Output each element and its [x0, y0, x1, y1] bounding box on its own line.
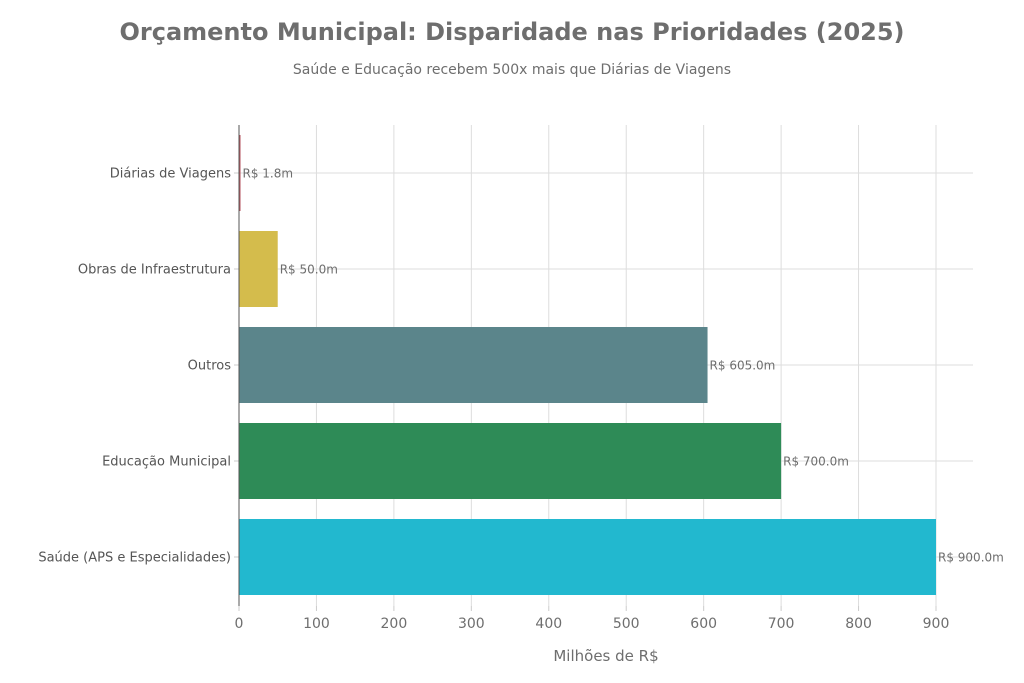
data-label: R$ 50.0m — [280, 263, 338, 277]
x-tick-label: 100 — [303, 616, 330, 632]
x-tick-label: 800 — [845, 616, 872, 632]
data-label: R$ 900.0m — [938, 551, 1004, 565]
bar — [239, 135, 241, 211]
x-tick-label: 0 — [235, 616, 244, 632]
x-tick-label: 200 — [381, 616, 408, 632]
x-tick-label: 900 — [923, 616, 950, 632]
y-tick-label: Diárias de Viagens — [110, 167, 231, 182]
data-label: R$ 700.0m — [783, 455, 849, 469]
x-tick-label: 400 — [535, 616, 562, 632]
x-axis-title: Milhões de R$ — [553, 647, 658, 665]
data-label: R$ 605.0m — [710, 359, 776, 373]
y-tick-label: Obras de Infraestrutura — [78, 263, 231, 278]
chart-subtitle: Saúde e Educação recebem 500x mais que D… — [292, 62, 732, 78]
bar — [239, 423, 782, 499]
y-tick-label: Outros — [188, 359, 232, 374]
x-tick-label: 500 — [613, 616, 640, 632]
y-tick-label: Educação Municipal — [102, 455, 231, 470]
y-tick-label: Saúde (APS e Especialidades) — [38, 551, 231, 566]
data-label: R$ 1.8m — [243, 167, 294, 181]
x-tick-label: 700 — [768, 616, 795, 632]
chart-title: Orçamento Municipal: Disparidade nas Pri… — [119, 18, 905, 46]
x-tick-label: 600 — [690, 616, 717, 632]
bar — [239, 519, 936, 595]
bar — [239, 231, 278, 307]
bar — [239, 327, 708, 403]
x-tick-label: 300 — [458, 616, 485, 632]
